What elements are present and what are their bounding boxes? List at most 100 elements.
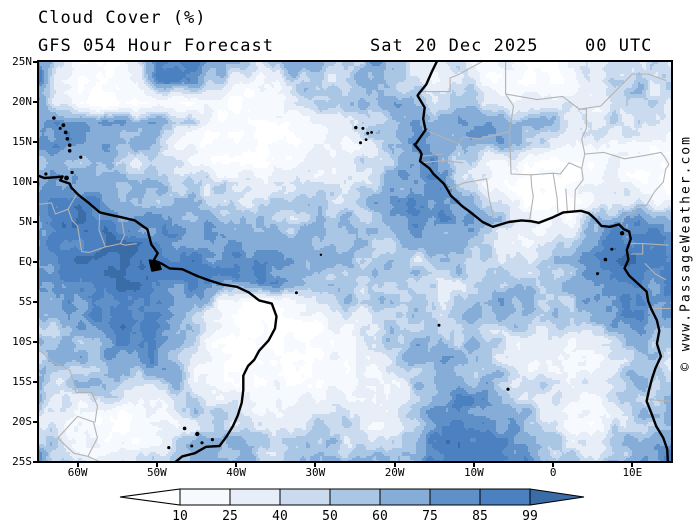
- island-dot: [610, 247, 614, 251]
- country-border: [630, 243, 644, 255]
- island-dot: [70, 170, 74, 175]
- country-border: [578, 73, 667, 110]
- lon-tick: [552, 462, 555, 467]
- island-dot: [210, 438, 214, 442]
- country-border: [644, 263, 667, 281]
- colorbar-segment: [329, 488, 381, 506]
- colorbar: [119, 488, 585, 506]
- lat-tick: [33, 61, 38, 63]
- lon-label: 20W: [384, 466, 405, 479]
- island-dot: [67, 149, 72, 153]
- island-dot: [67, 143, 72, 147]
- colorbar-label: 99: [522, 509, 538, 524]
- lat-tick: [33, 421, 38, 423]
- map-overlay: [38, 62, 672, 462]
- lon-label: 0: [549, 466, 557, 479]
- lat-label: 20N: [12, 95, 32, 108]
- country-border: [119, 216, 125, 245]
- lon-label: 60W: [67, 466, 88, 479]
- country-border: [508, 131, 534, 222]
- coastline-africa: [413, 62, 670, 462]
- lat-label: 25S: [12, 455, 32, 468]
- lon-label: 30W: [305, 466, 326, 479]
- lat-label: 5S: [18, 295, 32, 308]
- island-dot: [370, 131, 373, 134]
- island-dot: [619, 231, 625, 236]
- chart-subtitle: GFS 054 Hour Forecast: [38, 36, 274, 56]
- lat-label: EQ: [18, 255, 32, 268]
- country-border: [38, 202, 69, 215]
- island-dot: [61, 123, 66, 128]
- country-border: [584, 151, 670, 183]
- lon-label: 10E: [622, 466, 643, 479]
- lat-label: 10N: [12, 175, 32, 188]
- lon-tick: [76, 462, 79, 467]
- island-dot: [354, 125, 358, 130]
- coastline-south-america: [38, 174, 278, 462]
- colorbar-left-arrow: [119, 488, 181, 506]
- lat-tick: [33, 381, 38, 383]
- colorbar-segment: [379, 488, 431, 506]
- lon-tick: [631, 462, 634, 467]
- lat-label: 15N: [12, 135, 32, 148]
- island-dot: [195, 431, 200, 437]
- passageweather-watermark: © www.PassageWeather.com: [678, 135, 694, 371]
- country-border: [565, 188, 568, 213]
- colorbar-label: 50: [322, 509, 338, 524]
- country-border: [87, 455, 102, 462]
- island-dot: [63, 130, 68, 135]
- island-dot: [366, 131, 370, 135]
- country-border: [630, 243, 669, 246]
- forecast-valid-date: Sat 20 Dec 2025: [370, 36, 539, 56]
- island-dot: [361, 126, 365, 130]
- island-dot: [58, 126, 62, 130]
- colorbar-label: 75: [422, 509, 438, 524]
- island-dot: [294, 291, 298, 295]
- colorbar-label: 40: [272, 509, 288, 524]
- country-border: [420, 159, 464, 164]
- island-dot: [437, 323, 441, 327]
- lat-tick: [33, 181, 38, 183]
- island-dot: [319, 253, 323, 256]
- lon-label: 10W: [463, 466, 484, 479]
- country-border: [419, 153, 443, 157]
- lon-label: 40W: [226, 466, 247, 479]
- country-border: [98, 211, 106, 248]
- country-border: [57, 415, 98, 457]
- country-border: [530, 162, 584, 212]
- lon-tick: [314, 462, 317, 467]
- island-dot: [190, 444, 194, 448]
- island-dot: [52, 116, 56, 120]
- colorbar-segment: [229, 488, 281, 506]
- lon-label: 50W: [146, 466, 167, 479]
- lat-tick: [33, 341, 38, 343]
- country-border: [38, 339, 98, 423]
- country-border: [447, 178, 495, 219]
- country-border: [620, 181, 664, 225]
- lat-tick: [33, 461, 38, 463]
- island-dot: [44, 172, 48, 176]
- colorbar-segment: [479, 488, 531, 506]
- lat-label: 15S: [12, 375, 32, 388]
- island-dot: [364, 138, 368, 141]
- lat-tick: [33, 221, 38, 223]
- colorbar-label: 60: [372, 509, 388, 524]
- country-border: [424, 62, 515, 145]
- lat-tick: [33, 141, 38, 143]
- lat-label: 10S: [12, 335, 32, 348]
- country-border: [67, 193, 137, 253]
- island-dot: [506, 387, 510, 391]
- colorbar-label: 10: [172, 509, 188, 524]
- country-border: [417, 62, 483, 93]
- island-dot: [64, 175, 69, 181]
- lon-tick: [235, 462, 238, 467]
- island-dot: [65, 137, 70, 141]
- lat-tick: [33, 301, 38, 303]
- colorbar-segment: [279, 488, 331, 506]
- island-dot: [200, 441, 204, 445]
- country-border: [505, 93, 587, 169]
- island-dot: [182, 426, 187, 431]
- lon-tick: [393, 462, 396, 467]
- colorbar-right-arrow: [529, 488, 585, 506]
